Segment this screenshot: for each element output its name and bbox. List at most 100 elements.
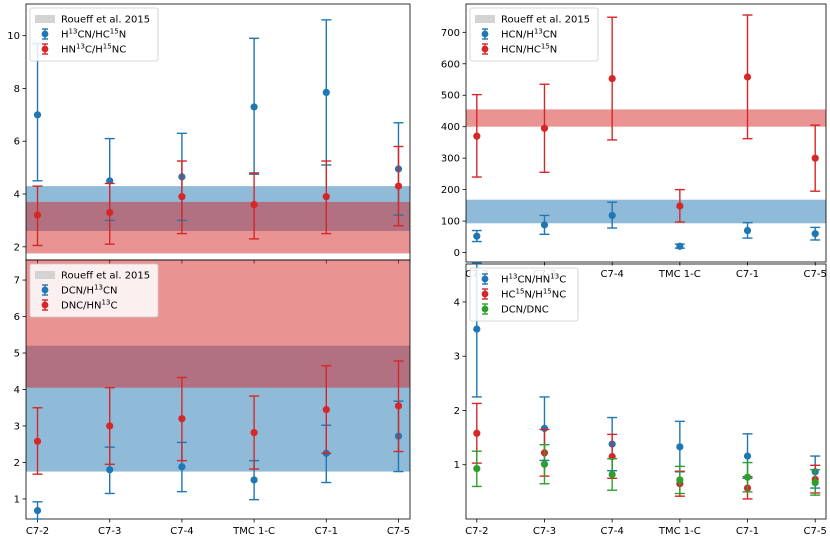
data-point — [811, 479, 819, 487]
legend-swatch-marker — [481, 275, 489, 283]
series-red — [471, 402, 821, 500]
band-red — [26, 201, 410, 254]
data-point — [473, 132, 481, 140]
legend-label: Roueff et al. 2015 — [61, 15, 150, 26]
x-tick-label: C7-4 — [600, 526, 623, 536]
y-tick-label: 4 — [14, 385, 20, 396]
y-tick-label: 600 — [441, 59, 460, 70]
y-tick-label: 2 — [14, 242, 20, 253]
data-point — [178, 463, 186, 471]
x-tick-label: TMC 1-C — [658, 526, 701, 536]
x-tick-label: C7-4 — [600, 269, 623, 280]
legend-swatch-marker — [41, 301, 49, 309]
data-point — [178, 193, 186, 201]
data-point — [250, 476, 258, 484]
data-point — [743, 73, 752, 81]
legend-label: HC15N/H15NC — [501, 288, 566, 301]
panel-tl: 2 4 6 8 10 Roueff et al. 2015 H13CN/HC15N HN13C… — [7, 3, 411, 264]
data-point — [322, 88, 330, 97]
data-point — [106, 208, 114, 217]
data-point — [608, 470, 616, 479]
legend: Roueff et al. 2015 HCN/H13CN HCN/HC15N — [469, 7, 599, 62]
data-point — [106, 422, 114, 430]
legend-box — [29, 263, 159, 318]
legend-swatch — [35, 271, 55, 279]
data-point — [676, 242, 684, 250]
reference-bands — [26, 186, 410, 254]
legend-swatch-marker — [481, 305, 489, 313]
y-tick-label: 3 — [454, 352, 460, 363]
y-tick-label: 400 — [441, 122, 460, 133]
x-tick-label: C7-2 — [465, 526, 488, 536]
data-point — [676, 443, 684, 451]
series-blue — [471, 201, 821, 250]
legend-label: DCN/DNC — [501, 305, 549, 316]
data-point — [811, 154, 819, 162]
legend: Roueff et al. 2015 H13CN/HC15N HN13C/H15NC — [29, 7, 159, 62]
legend-label: H13CN/HN13C — [501, 273, 566, 286]
data-point — [250, 200, 258, 209]
y-tick-label: 0 — [454, 248, 460, 259]
panel-bl: 1 2 3 4 5 6 7 C7-2 C7-3 C7-4 TMC 1-C C7-1 C7-5 Roueff… — [14, 259, 411, 536]
data-point — [743, 226, 752, 235]
data-point — [250, 103, 258, 111]
y-tick-label: 8 — [14, 84, 20, 95]
y-tick-label: 200 — [441, 185, 460, 196]
legend-label: HCN/H13CN — [501, 28, 557, 41]
legend-swatch-marker — [481, 290, 489, 298]
legend-box — [469, 267, 579, 322]
legend-label: Roueff et al. 2015 — [501, 15, 590, 26]
data-point — [608, 74, 616, 83]
series-red — [32, 360, 404, 475]
data-point — [676, 476, 684, 484]
band-blue — [466, 199, 826, 224]
data-point — [106, 177, 114, 185]
legend: H13CN/HN13C HC15N/H15NC DCN/DNC — [469, 267, 579, 322]
x-tick-label: C7-1 — [736, 269, 759, 280]
axes-frame — [465, 263, 827, 520]
data-point — [178, 415, 186, 423]
x-tick-label: C7-4 — [170, 526, 193, 536]
data-point — [250, 428, 258, 437]
x-tick-label: C7-3 — [533, 526, 556, 536]
legend-swatch — [35, 15, 55, 23]
data-point — [540, 424, 549, 432]
series-red — [471, 14, 821, 223]
x-tick-label: TMC 1-C — [658, 269, 701, 280]
data-point — [540, 124, 549, 132]
data-point — [473, 232, 481, 240]
data-point — [322, 193, 330, 201]
legend: Roueff et al. 2015 DCN/H13CN DNC/HN13C — [29, 263, 159, 318]
series-green — [471, 443, 821, 496]
axes-frame — [465, 3, 827, 263]
data-point — [676, 202, 684, 210]
x-tick-label: TMC 1-C — [232, 526, 275, 536]
data-point — [33, 507, 42, 515]
reference-bands — [466, 109, 826, 224]
x-tick-label: C7-3 — [98, 526, 121, 536]
data-point — [743, 452, 752, 460]
data-point — [106, 466, 114, 474]
data-point — [540, 460, 549, 468]
x-tick-label: C7-1 — [736, 526, 759, 536]
y-tick-label: 700 — [441, 28, 460, 39]
legend-swatch-marker — [41, 30, 49, 38]
legend-box — [469, 7, 599, 62]
x-tick-label: C7-2 — [26, 526, 49, 536]
series-red — [32, 145, 404, 247]
data-point — [33, 437, 42, 445]
legend-swatch-marker — [481, 30, 489, 38]
data-point — [743, 473, 752, 481]
legend-swatch — [475, 15, 495, 23]
data-point — [811, 230, 819, 238]
y-tick-label: 100 — [441, 217, 460, 228]
data-point — [33, 211, 42, 219]
y-tick-label: 7 — [14, 276, 20, 287]
x-tick-label: C7-1 — [315, 526, 338, 536]
y-tick-label: 2 — [14, 458, 20, 469]
data-point — [473, 464, 481, 473]
legend-label: HCN/HC15N — [501, 43, 557, 56]
data-point — [608, 211, 616, 220]
